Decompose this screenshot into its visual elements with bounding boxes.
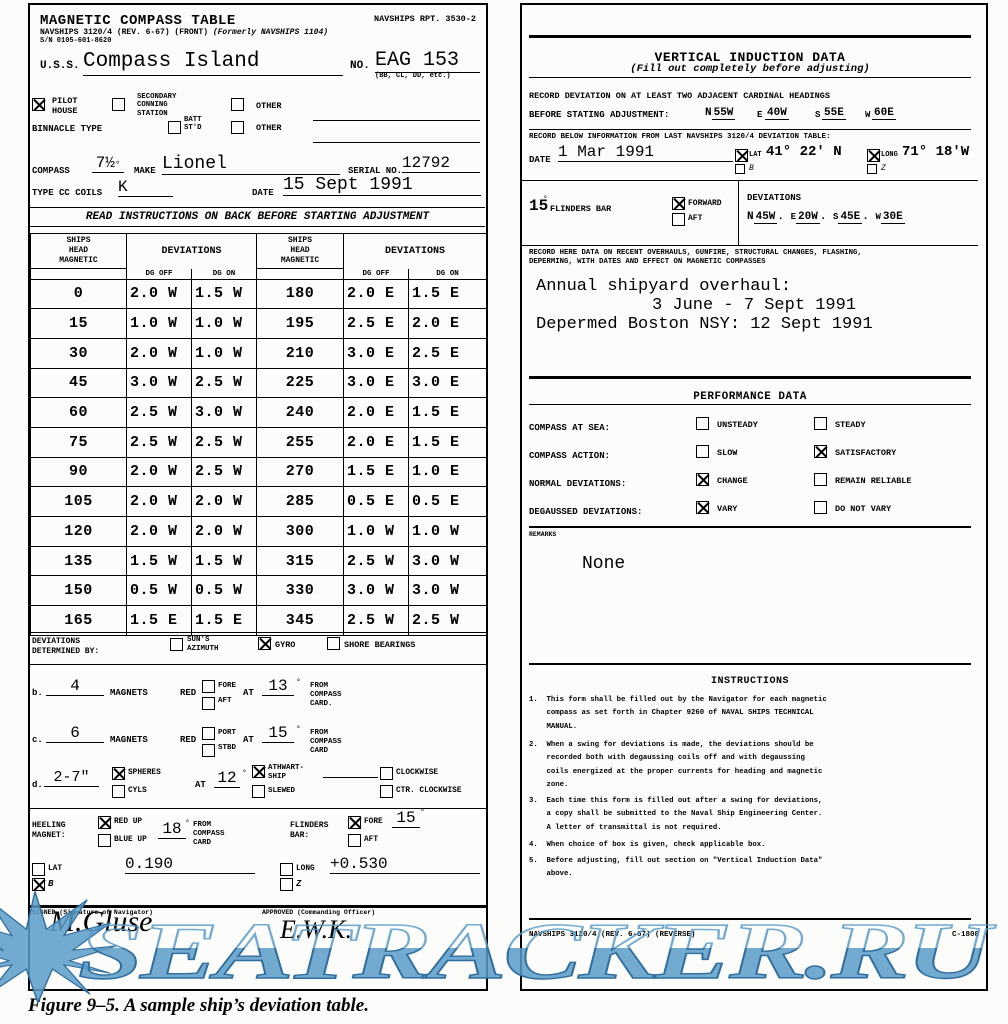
svg-text:SEATRACKER.RU: SEATRACKER.RU (78, 908, 997, 948)
svg-text:SEATRACKER.RU: SEATRACKER.RU (78, 948, 997, 996)
